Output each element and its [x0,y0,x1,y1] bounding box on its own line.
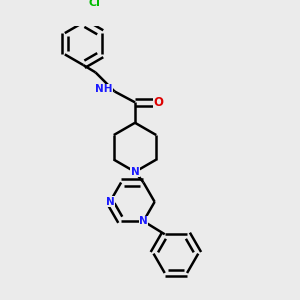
Text: NH: NH [95,84,113,94]
Text: N: N [139,216,148,226]
Text: N: N [130,167,140,177]
Text: N: N [106,197,114,207]
Text: O: O [154,96,164,109]
Text: Cl: Cl [88,0,100,8]
